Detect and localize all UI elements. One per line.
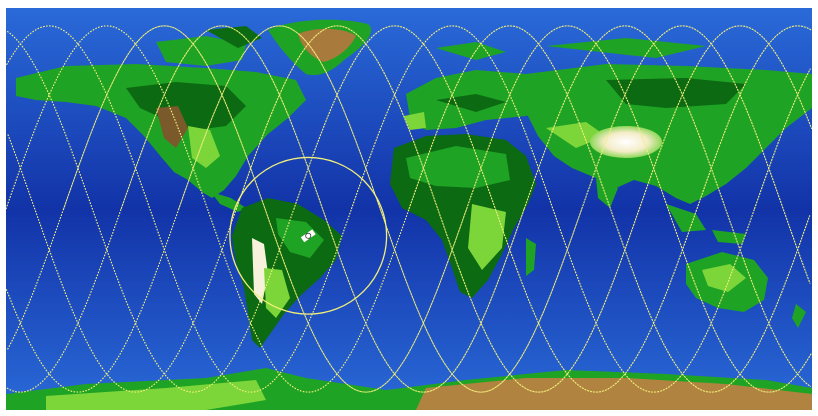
ground-track-pass bbox=[6, 25, 811, 393]
ground-track bbox=[6, 25, 812, 393]
north-america bbox=[16, 64, 306, 212]
world-map bbox=[6, 8, 812, 410]
south-america bbox=[232, 198, 342, 348]
ground-track-pass bbox=[7, 25, 812, 393]
ground-track-pass bbox=[6, 25, 811, 393]
ground-track-pass bbox=[6, 25, 812, 393]
ground-track-pass bbox=[6, 25, 811, 393]
satellite-icon[interactable] bbox=[300, 229, 316, 243]
africa bbox=[390, 134, 536, 298]
arctic-islands bbox=[156, 26, 706, 66]
ground-track-pass bbox=[7, 25, 812, 393]
greenland bbox=[268, 19, 372, 76]
ground-track-pass bbox=[6, 25, 812, 393]
asia bbox=[526, 64, 812, 244]
satellite-footprint-circle bbox=[229, 156, 388, 315]
antarctica bbox=[6, 368, 812, 410]
ground-track-pass bbox=[7, 25, 812, 393]
australia bbox=[686, 252, 806, 328]
